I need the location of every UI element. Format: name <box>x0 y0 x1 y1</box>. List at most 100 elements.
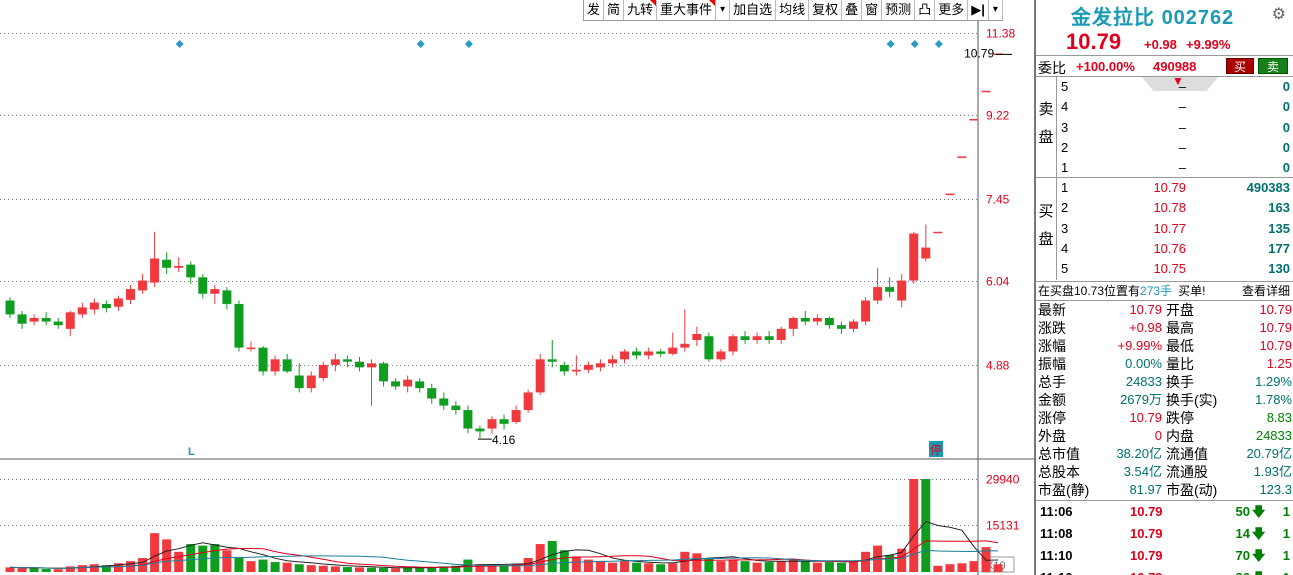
collapse-tab[interactable]: ▼ <box>1142 77 1218 91</box>
candle-body <box>342 359 352 362</box>
quote-row: 总手 24833 换手 1.29% <box>1038 373 1292 391</box>
quote-key: 涨跌 <box>1038 320 1066 336</box>
buy-row-1[interactable]: 1 10.79 490383 <box>1058 178 1292 198</box>
volume-bar <box>861 551 871 572</box>
quote-value: 10.79 <box>1259 320 1292 335</box>
sell-row-2[interactable]: 2 – 0 <box>1058 138 1292 158</box>
last-price-label: 10.79 <box>964 46 994 60</box>
candle-body <box>523 392 533 411</box>
toolbar-events-dropdown[interactable]: ▾ <box>716 0 731 20</box>
event-diamond-icon <box>910 40 919 48</box>
buy-volume: 177 <box>1268 240 1290 256</box>
toolbar-events-button[interactable]: 重大事件 <box>657 0 717 20</box>
weibi-value: +100.00% <box>1076 59 1135 74</box>
quote-value: 10.79 <box>1129 410 1162 425</box>
candle-body <box>776 328 786 340</box>
candle-body <box>415 381 425 389</box>
toolbar-play-dropdown[interactable]: ▾ <box>989 0 1003 20</box>
quote-key: 最低 <box>1166 338 1194 354</box>
down-arrow-icon: 🡇 <box>1252 567 1265 575</box>
tick-row: 11:10 10.79 70 🡇 1 <box>1040 545 1292 567</box>
toolbar-adjust-button[interactable]: 复权 <box>809 0 843 20</box>
tick-time: 11:06 <box>1040 504 1073 519</box>
buy-button[interactable]: 买 <box>1226 58 1254 74</box>
volume-bar <box>728 559 738 572</box>
toolbar-jian-button[interactable]: 简 <box>604 0 625 20</box>
quote-value: 8.83 <box>1266 410 1292 425</box>
toolbar-forecast-button[interactable]: 预测 <box>882 0 916 20</box>
sell-level: 2 <box>1061 139 1069 155</box>
quote-key: 量比 <box>1166 356 1194 372</box>
volume-bar <box>957 563 967 572</box>
volume-bar <box>475 564 485 572</box>
volume-bar <box>186 544 196 572</box>
volume-bar <box>113 563 123 572</box>
toolbar-overlay-button[interactable]: 叠 <box>842 0 863 20</box>
kline-chart-area[interactable]: 11.389.227.456.044.882994015131X1010.794… <box>0 0 1034 575</box>
buy-row-2[interactable]: 2 10.78 163 <box>1058 198 1292 218</box>
quote-row: 总市值 38.20亿 流通值 20.79亿 <box>1038 445 1292 463</box>
sell-level: 5 <box>1061 79 1069 94</box>
toolbar-play-end-button[interactable]: ▶| <box>968 0 989 20</box>
toolbar-jiuzhuan-button[interactable]: 九转 <box>624 0 658 20</box>
candle-body <box>716 351 726 360</box>
quote-key: 最新 <box>1038 302 1066 318</box>
candle-body <box>861 300 871 322</box>
candle-body <box>427 388 437 399</box>
volume-bar <box>571 556 581 572</box>
quote-value: 123.3 <box>1259 482 1292 497</box>
sell-volume: 0 <box>1282 139 1290 155</box>
toolbar-add-watchlist-button[interactable]: 加自选 <box>730 0 777 20</box>
tick-volume: 36 <box>1215 567 1250 575</box>
volume-bar <box>595 561 605 572</box>
candle-body <box>740 336 750 340</box>
toolbar-ma-button[interactable]: 均线 <box>776 0 810 20</box>
buy-row-4[interactable]: 4 10.76 177 <box>1058 239 1292 259</box>
buy-level: 4 <box>1061 240 1069 256</box>
price-axis-label: 4.88 <box>986 359 1010 373</box>
event-diamond-icon <box>175 40 184 48</box>
volume-bar <box>788 559 798 572</box>
buy-row-3[interactable]: 3 10.77 135 <box>1058 219 1292 239</box>
tick-row: 11:10 10.79 36🡇 1 <box>1040 567 1292 575</box>
candle-body <box>258 347 268 372</box>
down-arrow-icon: 🡇 <box>1252 526 1266 541</box>
buy-level: 2 <box>1061 200 1069 216</box>
toolbar-window-button[interactable]: 窗 <box>862 0 883 20</box>
gear-icon[interactable]: ⚙ <box>1271 6 1286 23</box>
candle-body <box>692 333 702 340</box>
volume-bar <box>222 550 232 572</box>
candle-body <box>704 336 714 360</box>
candle-body <box>921 247 931 259</box>
sell-row-4[interactable]: 4 – 0 <box>1058 97 1292 117</box>
toolbar-fa-button[interactable]: 发 <box>584 0 605 20</box>
candle-body <box>53 321 63 326</box>
volume-bar <box>523 558 533 572</box>
quote-row: 总股本 3.54亿 流通股 1.93亿 <box>1038 463 1292 481</box>
volume-bar <box>969 561 979 572</box>
quote-key: 涨停 <box>1038 410 1066 426</box>
candle-body <box>824 317 834 326</box>
price-change-pct: +9.99% <box>1186 37 1231 52</box>
sell-row-5[interactable]: 5 – 0 <box>1058 77 1292 97</box>
candle-body <box>126 289 135 300</box>
quote-value: +9.99% <box>1117 338 1162 353</box>
view-detail-link[interactable]: 查看详细 <box>1241 283 1290 301</box>
candle-body <box>632 351 642 356</box>
buy-row-5[interactable]: 5 10.75 130 <box>1058 259 1292 279</box>
toolbar-more-button[interactable]: 更多 <box>935 0 969 20</box>
candle-body <box>668 347 678 354</box>
sell-row-3[interactable]: 3 – 0 <box>1058 118 1292 138</box>
volume-bar <box>716 561 726 572</box>
quote-value: 1.25 <box>1266 356 1292 371</box>
sell-button[interactable]: 卖 <box>1258 58 1288 74</box>
tick-price: 10.79 <box>1130 526 1163 541</box>
sell-row-1[interactable]: 1 – 0 <box>1058 158 1292 178</box>
candle-body <box>656 351 666 354</box>
candle-body <box>945 193 955 196</box>
quote-key: 内盘 <box>1166 428 1194 444</box>
stock-title: 金发拉比 002762 <box>1071 1 1234 30</box>
kline-chart[interactable]: 11.389.227.456.044.882994015131X1010.794… <box>0 0 1034 575</box>
toolbar-shape-button[interactable]: 凸 <box>915 0 936 20</box>
volume-bar <box>656 564 666 572</box>
